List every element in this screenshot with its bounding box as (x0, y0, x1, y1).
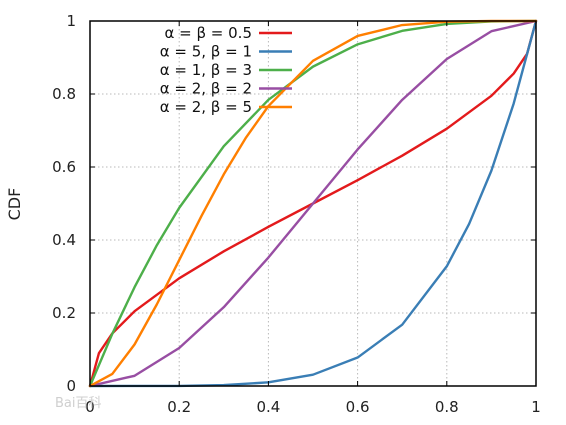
legend-label-3: α = 2, β = 2 (160, 80, 252, 98)
y-tick-label-1: 0.2 (52, 304, 76, 322)
legend-label-0: α = β = 0.5 (164, 24, 252, 42)
x-tick-label-1: 0.2 (167, 398, 191, 416)
y-tick-label-5: 1 (66, 12, 76, 30)
x-tick-label-4: 0.8 (435, 398, 459, 416)
x-tick-label-2: 0.4 (256, 398, 280, 416)
plot-frame (89, 20, 537, 387)
legend-label-1: α = 5, β = 1 (160, 43, 252, 61)
y-axis-label: CDF (5, 188, 24, 221)
y-tick-label-0: 0 (66, 377, 76, 395)
series-line-3 (88, 19, 538, 388)
series-line-4 (88, 19, 538, 388)
watermark-text: Bai百科 (55, 396, 102, 411)
legend-label-2: α = 1, β = 3 (160, 61, 252, 79)
series-line-1 (88, 19, 538, 388)
grid (90, 21, 536, 386)
x-tick-label-0: 0 (85, 398, 95, 416)
legend: α = β = 0.5α = 5, β = 1α = 1, β = 3α = 2… (160, 24, 292, 116)
legend-label-4: α = 2, β = 5 (160, 98, 252, 116)
y-tick-label-3: 0.6 (52, 158, 76, 176)
y-tick-label-2: 0.4 (52, 231, 76, 249)
x-tick-label-5: 1 (531, 398, 541, 416)
y-tick-label-4: 0.8 (52, 85, 76, 103)
x-tick-label-3: 0.6 (346, 398, 370, 416)
axis-ticks: 0 0.2 0.4 0.6 0.8 1 0 0.2 0.4 0.6 0.8 1 (52, 12, 541, 416)
series-lines (88, 19, 538, 388)
